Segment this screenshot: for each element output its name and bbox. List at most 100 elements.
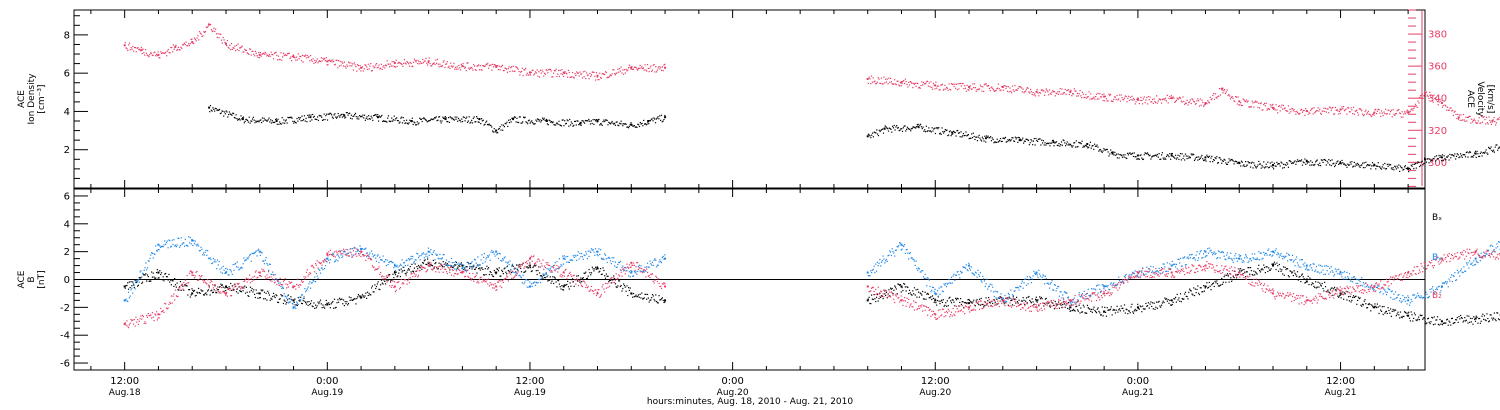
data-sample xyxy=(144,274,146,276)
data-sample xyxy=(256,120,259,123)
data-sample xyxy=(518,116,521,118)
data-sample xyxy=(486,120,488,122)
data-sample xyxy=(1190,102,1192,105)
data-sample xyxy=(991,137,993,139)
data-sample xyxy=(1298,160,1300,162)
data-sample xyxy=(1481,155,1483,157)
data-sample xyxy=(560,73,562,75)
data-sample xyxy=(651,118,653,120)
data-sample xyxy=(406,60,408,63)
data-point xyxy=(664,66,667,69)
data-sample xyxy=(576,120,578,122)
data-sample xyxy=(1205,160,1207,162)
data-sample xyxy=(1170,158,1172,160)
data-sample xyxy=(256,121,258,123)
data-sample xyxy=(1019,86,1021,88)
data-sample xyxy=(1346,113,1348,115)
data-sample xyxy=(233,116,236,119)
data-sample xyxy=(275,51,277,53)
data-sample xyxy=(343,61,345,63)
data-sample xyxy=(254,50,257,53)
data-sample xyxy=(409,61,411,64)
data-sample xyxy=(1254,164,1256,166)
data-sample xyxy=(1222,160,1224,162)
data-sample xyxy=(222,286,224,288)
data-sample xyxy=(1098,150,1100,152)
data-sample xyxy=(885,126,887,128)
data-sample xyxy=(1070,89,1072,91)
data-sample xyxy=(964,87,967,89)
data-sample xyxy=(1228,93,1230,96)
data-sample xyxy=(1319,164,1322,167)
data-sample xyxy=(1171,97,1173,99)
data-point xyxy=(512,118,515,121)
data-sample xyxy=(635,66,637,69)
data-sample xyxy=(903,125,905,127)
data-sample xyxy=(1065,93,1067,95)
data-sample xyxy=(988,137,990,139)
data-sample xyxy=(375,62,378,65)
data-sample xyxy=(288,298,290,300)
data-sample xyxy=(982,138,984,140)
data-sample xyxy=(884,125,886,127)
data-sample xyxy=(902,127,904,129)
data-sample xyxy=(1424,157,1426,159)
data-sample xyxy=(187,294,189,296)
data-sample xyxy=(1222,92,1224,94)
data-sample xyxy=(187,45,189,47)
data-sample xyxy=(435,116,437,118)
data-sample xyxy=(544,73,546,75)
data-sample xyxy=(299,300,301,302)
data-sample xyxy=(1017,141,1019,144)
data-sample xyxy=(934,88,936,90)
right-tick-label: 380 xyxy=(1428,30,1447,41)
data-sample xyxy=(269,299,271,301)
data-sample xyxy=(224,287,226,289)
data-sample xyxy=(1169,153,1171,155)
right-tick-label: 300 xyxy=(1428,158,1447,169)
data-sample xyxy=(1094,145,1097,147)
data-sample xyxy=(594,119,596,121)
data-sample xyxy=(1104,149,1106,151)
data-sample xyxy=(501,64,504,66)
data-sample xyxy=(144,49,147,51)
data-sample xyxy=(1302,161,1304,163)
data-sample xyxy=(429,120,431,122)
data-point xyxy=(1136,98,1139,101)
data-sample xyxy=(979,84,981,86)
data-sample xyxy=(1494,120,1496,123)
data-sample xyxy=(316,118,318,121)
data-sample xyxy=(335,117,338,119)
data-sample xyxy=(1248,106,1250,108)
data-sample xyxy=(1032,144,1034,146)
data-sample xyxy=(1282,167,1284,169)
data-sample xyxy=(401,63,403,66)
data-sample xyxy=(173,285,175,287)
data-sample xyxy=(291,117,293,119)
data-sample xyxy=(1371,116,1373,118)
data-sample xyxy=(570,76,572,79)
data-sample xyxy=(338,115,340,117)
data-sample xyxy=(338,65,341,67)
data-sample xyxy=(506,121,508,123)
data-sample xyxy=(1359,108,1361,110)
data-sample xyxy=(366,68,369,71)
data-sample xyxy=(631,123,633,126)
data-sample xyxy=(317,301,319,303)
data-sample xyxy=(893,124,895,127)
data-sample xyxy=(314,307,316,309)
data-sample xyxy=(1089,98,1091,100)
data-sample xyxy=(221,284,223,286)
data-sample xyxy=(1197,98,1199,100)
data-sample xyxy=(1364,166,1366,169)
data-sample xyxy=(1411,108,1413,110)
data-sample xyxy=(1492,149,1495,151)
data-sample xyxy=(1450,157,1452,159)
data-sample xyxy=(366,66,368,68)
data-sample xyxy=(323,58,325,61)
data-sample xyxy=(642,67,645,69)
data-sample xyxy=(599,76,602,79)
data-sample xyxy=(1431,100,1433,102)
data-sample xyxy=(183,289,185,291)
data-sample xyxy=(1286,162,1288,164)
